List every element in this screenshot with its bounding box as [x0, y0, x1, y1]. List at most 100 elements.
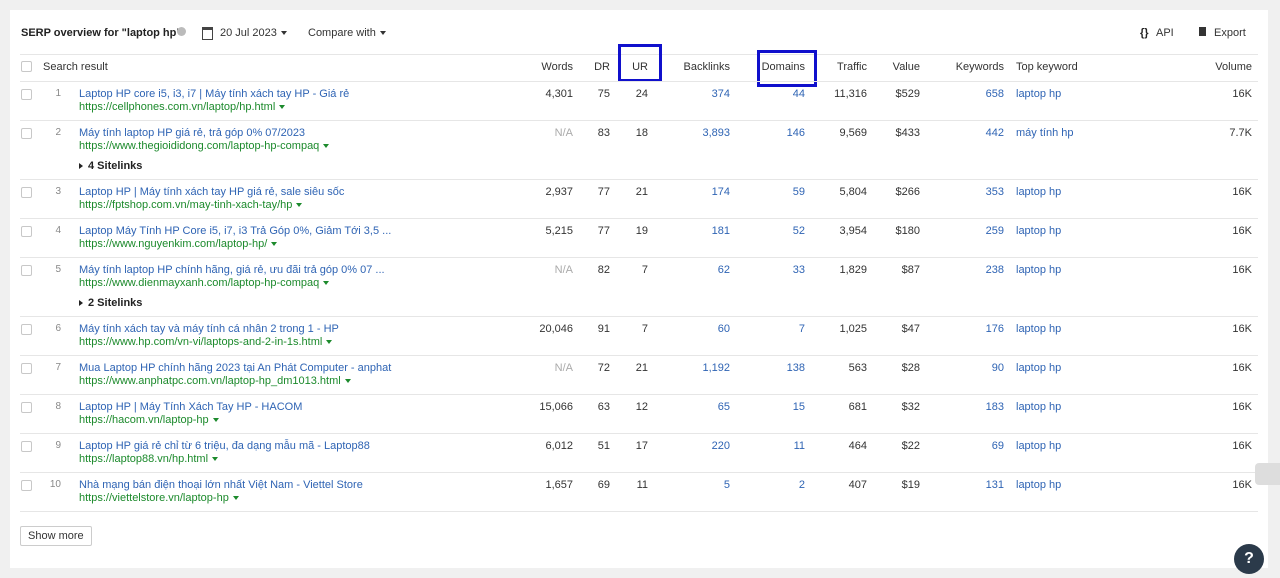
checkbox[interactable]: [21, 265, 32, 276]
cell-keywords[interactable]: 259: [985, 225, 1004, 237]
cell-keywords[interactable]: 69: [991, 440, 1004, 452]
checkbox[interactable]: [21, 89, 32, 100]
result-url[interactable]: https://laptop88.vn/hp.html: [79, 453, 219, 465]
column-header[interactable]: Backlinks: [683, 61, 730, 73]
row-number: 9: [55, 440, 61, 451]
side-tab[interactable]: [1255, 463, 1280, 485]
date-select[interactable]: 20 Jul 2023: [220, 27, 287, 39]
cell-backlinks[interactable]: 374: [711, 88, 730, 100]
export[interactable]: Export: [1214, 27, 1246, 39]
result-url[interactable]: https://hacom.vn/laptop-hp: [79, 414, 219, 426]
column-header[interactable]: DR: [594, 61, 610, 73]
result-url[interactable]: https://www.nguyenkim.com/laptop-hp/: [79, 238, 278, 250]
checkbox[interactable]: [21, 480, 32, 491]
checkbox[interactable]: [21, 402, 32, 413]
cell-domains[interactable]: 15: [792, 401, 805, 413]
column-header[interactable]: UR: [632, 61, 648, 73]
compare-select[interactable]: Compare with: [308, 27, 386, 39]
cell-top-keyword[interactable]: laptop hp: [1016, 401, 1062, 413]
cell-keywords[interactable]: 238: [985, 264, 1004, 276]
cell-backlinks[interactable]: 65: [717, 401, 730, 413]
result-title[interactable]: Máy tính xách tay và máy tính cá nhân 2 …: [79, 323, 339, 335]
row-number: 10: [49, 479, 61, 490]
cell-top-keyword[interactable]: máy tính hp: [1016, 127, 1074, 139]
cell-backlinks[interactable]: 5: [723, 479, 730, 491]
column-header[interactable]: Search result: [43, 61, 108, 73]
cell-backlinks[interactable]: 1,192: [702, 362, 730, 374]
cell-top-keyword[interactable]: laptop hp: [1016, 264, 1062, 276]
result-title[interactable]: Laptop HP core i5, i3, i7 | Máy tính xác…: [79, 88, 350, 100]
checkbox[interactable]: [21, 61, 32, 72]
cell-ur: 17: [635, 440, 648, 452]
cell-keywords[interactable]: 176: [985, 323, 1004, 335]
result-title[interactable]: Laptop HP giá rẻ chỉ từ 6 triệu, đa dạng…: [79, 440, 370, 452]
cell-keywords[interactable]: 658: [985, 88, 1004, 100]
cell-backlinks[interactable]: 3,893: [702, 127, 730, 139]
result-title[interactable]: Laptop HP | Máy tính xách tay HP giá rẻ,…: [79, 186, 345, 198]
api[interactable]: API: [1156, 27, 1174, 39]
column-header[interactable]: Traffic: [837, 61, 867, 73]
cell-domains[interactable]: 44: [792, 88, 805, 100]
cell-top-keyword[interactable]: laptop hp: [1016, 479, 1062, 491]
cell-domains[interactable]: 2: [798, 479, 805, 491]
result-title[interactable]: Máy tính laptop HP giá rẻ, trả góp 0% 07…: [79, 127, 306, 139]
result-url[interactable]: https://www.anphatpc.com.vn/laptop-hp_dm…: [79, 375, 351, 387]
cell-value: $32: [901, 401, 920, 413]
checkbox[interactable]: [21, 363, 32, 374]
column-header[interactable]: Keywords: [955, 61, 1004, 73]
result-url[interactable]: https://www.dienmayxanh.com/laptop-hp-co…: [79, 277, 330, 289]
cell-backlinks[interactable]: 174: [711, 186, 730, 198]
checkbox[interactable]: [21, 324, 32, 335]
cell-domains[interactable]: 33: [792, 264, 805, 276]
highlight-box: [618, 44, 662, 82]
cell-domains[interactable]: 52: [792, 225, 805, 237]
result-url[interactable]: https://www.thegioididong.com/laptop-hp-…: [79, 140, 330, 152]
result-title[interactable]: Laptop Máy Tính HP Core i5, i7, i3 Trả G…: [79, 225, 392, 237]
sitelinks-toggle[interactable]: 2 Sitelinks: [79, 297, 142, 309]
cell-top-keyword[interactable]: laptop hp: [1016, 362, 1062, 374]
result-title[interactable]: Laptop HP | Máy Tính Xách Tay HP - HACOM: [79, 401, 303, 413]
column-header[interactable]: Words: [541, 61, 573, 73]
result-url[interactable]: https://www.hp.com/vn-vi/laptops-and-2-i…: [79, 336, 333, 348]
result-url[interactable]: https://viettelstore.vn/laptop-hp: [79, 492, 239, 504]
cell-domains[interactable]: 7: [798, 323, 805, 335]
cell-backlinks[interactable]: 220: [711, 440, 730, 452]
result-title[interactable]: Mua Laptop HP chính hãng 2023 tại An Phá…: [79, 362, 392, 374]
cell-keywords[interactable]: 131: [985, 479, 1004, 491]
cell-keywords[interactable]: 183: [985, 401, 1004, 413]
checkbox[interactable]: [21, 187, 32, 198]
checkbox[interactable]: [21, 441, 32, 452]
cell-backlinks[interactable]: 62: [717, 264, 730, 276]
column-header[interactable]: Volume: [1215, 61, 1252, 73]
cell-top-keyword[interactable]: laptop hp: [1016, 186, 1062, 198]
cell-keywords[interactable]: 353: [985, 186, 1004, 198]
checkbox[interactable]: [21, 128, 32, 139]
cell-keywords[interactable]: 442: [985, 127, 1004, 139]
result-title[interactable]: Máy tính laptop HP chính hãng, giá rẻ, ư…: [79, 264, 385, 276]
result-title[interactable]: Nhà mạng bán điện thoại lớn nhất Việt Na…: [79, 479, 363, 491]
compare: Compare with: [308, 27, 376, 39]
cell-domains[interactable]: 138: [786, 362, 805, 374]
cell-domains[interactable]: 59: [792, 186, 805, 198]
sitelinks-toggle[interactable]: 4 Sitelinks: [79, 160, 142, 172]
cell-domains[interactable]: 146: [786, 127, 805, 139]
show-more[interactable]: Show more: [20, 526, 92, 546]
result-url[interactable]: https://fptshop.com.vn/may-tinh-xach-tay…: [79, 199, 303, 211]
cell-top-keyword[interactable]: laptop hp: [1016, 440, 1062, 452]
cell-volume: 16K: [1232, 401, 1252, 413]
column-header[interactable]: Value: [892, 61, 920, 73]
cell-words: N/A: [554, 127, 573, 139]
column-header[interactable]: Domains: [761, 61, 805, 73]
checkbox[interactable]: [21, 226, 32, 237]
cell-domains[interactable]: 11: [793, 440, 805, 452]
result-url[interactable]: https://cellphones.com.vn/laptop/hp.html: [79, 101, 286, 113]
column-header[interactable]: Top keyword: [1016, 61, 1078, 73]
cell-backlinks[interactable]: 60: [717, 323, 730, 335]
info-icon[interactable]: [177, 27, 186, 36]
cell-top-keyword[interactable]: laptop hp: [1016, 323, 1062, 335]
help-button[interactable]: ?: [1234, 544, 1264, 574]
cell-backlinks[interactable]: 181: [711, 225, 730, 237]
cell-keywords[interactable]: 90: [991, 362, 1004, 374]
cell-top-keyword[interactable]: laptop hp: [1016, 225, 1062, 237]
cell-top-keyword[interactable]: laptop hp: [1016, 88, 1062, 100]
